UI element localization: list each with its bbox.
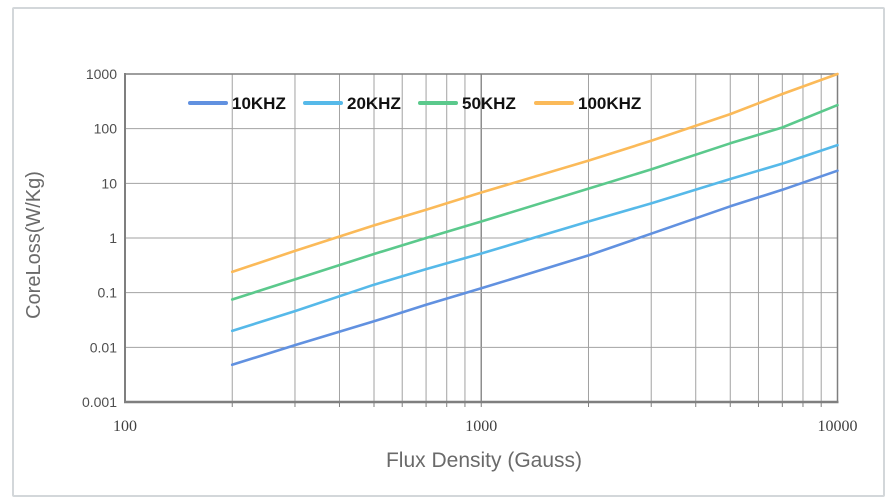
legend-label: 20KHZ	[347, 94, 401, 113]
series-100khz-line	[230, 72, 839, 274]
legend-label: 10KHZ	[232, 94, 286, 113]
y-tick-label: 1000	[86, 66, 117, 82]
legend-item-50khz: 50KHZ	[418, 94, 516, 113]
plot-frame	[124, 73, 839, 407]
x-axis-title: Flux Density (Gauss)	[386, 449, 582, 472]
y-tick-label: 100	[94, 121, 118, 137]
x-tick-label: 1000	[465, 418, 497, 435]
y-axis-title: CoreLoss(W/Kg)	[23, 171, 45, 319]
series-layer	[230, 72, 839, 367]
x-tick-label: 100	[113, 418, 137, 435]
grid-layer	[125, 74, 838, 402]
y-tick-label: 1	[109, 230, 117, 246]
x-tick-label: 10000	[818, 418, 858, 435]
y-tick-label: 0.001	[82, 394, 117, 410]
y-tick-label: 0.01	[90, 339, 117, 355]
legend-label: 100KHZ	[578, 94, 641, 113]
legend-item-100khz: 100KHZ	[534, 94, 641, 113]
series-20khz-line	[230, 143, 839, 333]
legend-item-10khz: 10KHZ	[188, 94, 286, 113]
y-tick-label: 0.1	[98, 285, 118, 301]
series-10khz-line	[230, 169, 839, 367]
series-50khz-line	[230, 103, 839, 301]
tick-labels: 1000 100 10 1 0.1 0.01 0.001 100 1000 10000	[82, 66, 858, 435]
y-tick-label: 10	[101, 175, 117, 191]
legend-item-20khz: 20KHZ	[303, 94, 401, 113]
legend-label: 50KHZ	[462, 94, 516, 113]
chart-legend: 10KHZ 20KHZ 50KHZ 100KHZ	[188, 94, 641, 113]
